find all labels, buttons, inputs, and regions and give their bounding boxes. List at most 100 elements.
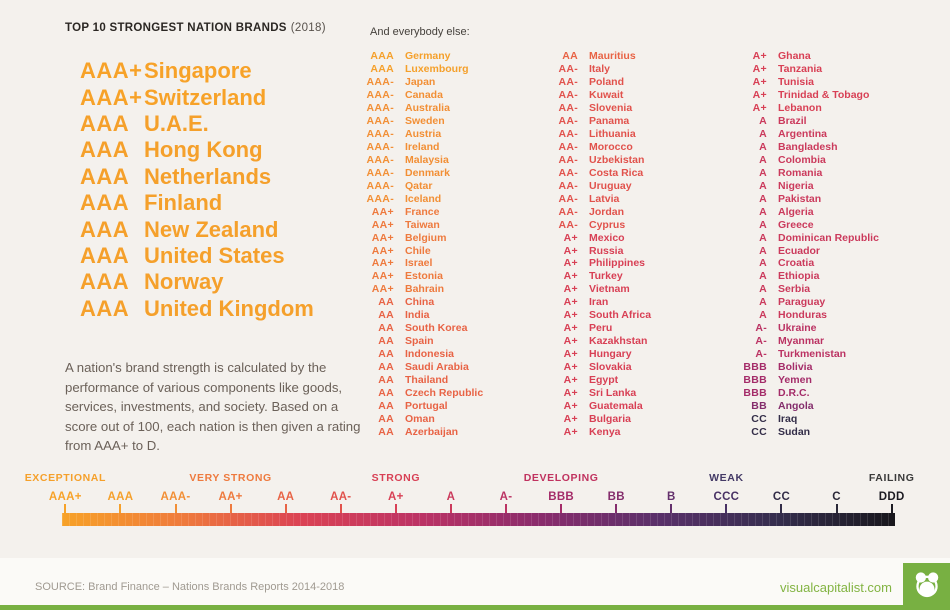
- country-label: D.R.C.: [778, 386, 810, 399]
- scale-tick-label: DDD: [878, 491, 905, 503]
- rating-label: A: [759, 192, 767, 205]
- scale-tick-mark: [560, 504, 563, 513]
- rating-label: AA: [378, 296, 394, 309]
- rating-row: AA Mauritius: [546, 50, 651, 63]
- scale-tick-label: AA+: [218, 491, 243, 503]
- rating-row: A+ Egypt: [546, 373, 651, 386]
- scale-tick-mark: [725, 504, 728, 513]
- rating-row: AA- Costa Rica: [546, 166, 651, 179]
- rating-row: AA- Italy: [546, 63, 651, 76]
- country-label: Sudan: [778, 425, 811, 438]
- rating-label: AA-: [558, 102, 578, 115]
- rating-row: A+ Philippines: [546, 257, 651, 270]
- country-label: Ukraine: [778, 322, 817, 335]
- country-label: Uzbekistan: [589, 153, 645, 166]
- rating-label: A+: [752, 76, 767, 89]
- country-label: Austria: [405, 128, 442, 141]
- rating-label: A+: [752, 50, 767, 63]
- country-label: Israel: [405, 257, 433, 270]
- country-label: Mexico: [589, 231, 625, 244]
- scale-tick-label: C: [832, 491, 841, 503]
- rating-row: A+ Vietnam: [546, 283, 651, 296]
- country-label: Kuwait: [589, 89, 624, 102]
- country-label: Iraq: [778, 412, 798, 425]
- rating-label: AAA-: [366, 153, 394, 166]
- country-label: Morocco: [589, 141, 633, 154]
- rating-row: A Bangladesh: [735, 141, 879, 154]
- scale-tick-label: B: [666, 491, 676, 503]
- rating-label: A: [759, 231, 767, 244]
- country-label: Lithuania: [589, 128, 636, 141]
- rating-label: AA: [378, 373, 394, 386]
- country-label: Honduras: [778, 309, 828, 322]
- country-label: Czech Republic: [405, 386, 484, 399]
- rating-label: A: [759, 153, 767, 166]
- rating-label: A+: [563, 373, 578, 386]
- rating-row: AA+ Taiwan: [362, 218, 483, 231]
- rating-label: A: [759, 244, 767, 257]
- ratings-column-1: AAA Germany AAA Luxembourg AAA- Japan AAA- Cana…: [362, 50, 484, 438]
- rating-label: AAA-: [366, 76, 394, 89]
- rating-label: A+: [563, 360, 578, 373]
- rating-row: A+ Iran: [546, 296, 651, 309]
- country-label: Italy: [589, 63, 611, 76]
- top10-row: AAA Norway: [80, 269, 314, 295]
- bull-bear-icon: [910, 570, 944, 600]
- country-label: Argentina: [778, 128, 828, 141]
- rating-label: AA+: [371, 205, 394, 218]
- rating-row: BB Angola: [735, 399, 879, 412]
- country-label: Thailand: [405, 373, 449, 386]
- top10-row: AAA Netherlands: [80, 164, 314, 190]
- country-label: Iran: [589, 296, 609, 309]
- rating-row: AA- Jordan: [546, 205, 651, 218]
- top10-country: Singapore: [144, 58, 252, 84]
- scale-tick-mark: [780, 504, 783, 513]
- country-label: Mauritius: [589, 50, 636, 63]
- rating-row: BBB Bolivia: [735, 361, 879, 374]
- scale-tick-mark: [890, 504, 893, 513]
- rating-row: AA Saudi Arabia: [362, 361, 483, 374]
- country-label: Saudi Arabia: [405, 360, 469, 373]
- rating-label: AAA-: [366, 166, 394, 179]
- rating-row: A Serbia: [735, 283, 879, 296]
- rating-row: A+ Trinidad & Tobago: [735, 89, 879, 102]
- country-label: Belgium: [405, 231, 447, 244]
- country-label: Guatemala: [589, 399, 643, 412]
- country-label: Lebanon: [778, 102, 822, 115]
- country-label: Paraguay: [778, 296, 826, 309]
- rating-row: A Greece: [735, 218, 879, 231]
- top10-country: Hong Kong: [144, 137, 263, 163]
- rating-row: AA+ Estonia: [362, 270, 483, 283]
- country-label: Pakistan: [778, 192, 822, 205]
- rating-label: AAA: [370, 50, 394, 63]
- country-label: Slovenia: [589, 102, 633, 115]
- rating-label: A+: [563, 348, 578, 361]
- rating-label: AA: [378, 386, 394, 399]
- country-label: Costa Rica: [589, 166, 644, 179]
- country-label: Germany: [405, 50, 451, 63]
- scale-category-label: EXCEPTIONAL: [24, 472, 106, 484]
- top10-rating: AAA: [80, 190, 130, 216]
- country-label: Kazakhstan: [589, 335, 648, 348]
- country-label: Angola: [778, 399, 814, 412]
- country-label: Poland: [589, 76, 625, 89]
- scale-tick-label: A: [446, 491, 456, 503]
- country-label: Myanmar: [778, 335, 825, 348]
- country-label: Trinidad & Tobago: [778, 89, 870, 102]
- rating-label: A+: [563, 270, 578, 283]
- country-label: Colombia: [778, 153, 826, 166]
- scale-category-label: WEAK: [709, 472, 744, 484]
- rating-row: AA- Poland: [546, 76, 651, 89]
- rating-label: AA-: [558, 141, 578, 154]
- rating-row: AA- Lithuania: [546, 128, 651, 141]
- rating-label: A+: [563, 257, 578, 270]
- rating-label: AA-: [558, 76, 578, 89]
- rating-row: A+ Tanzania: [735, 63, 879, 76]
- visualcapitalist-link[interactable]: visualcapitalist.com: [780, 580, 892, 595]
- country-label: China: [405, 296, 435, 309]
- scale-tick-mark: [670, 504, 673, 513]
- country-label: Iceland: [405, 192, 442, 205]
- rating-label: A: [759, 283, 767, 296]
- rating-label: AA+: [371, 218, 394, 231]
